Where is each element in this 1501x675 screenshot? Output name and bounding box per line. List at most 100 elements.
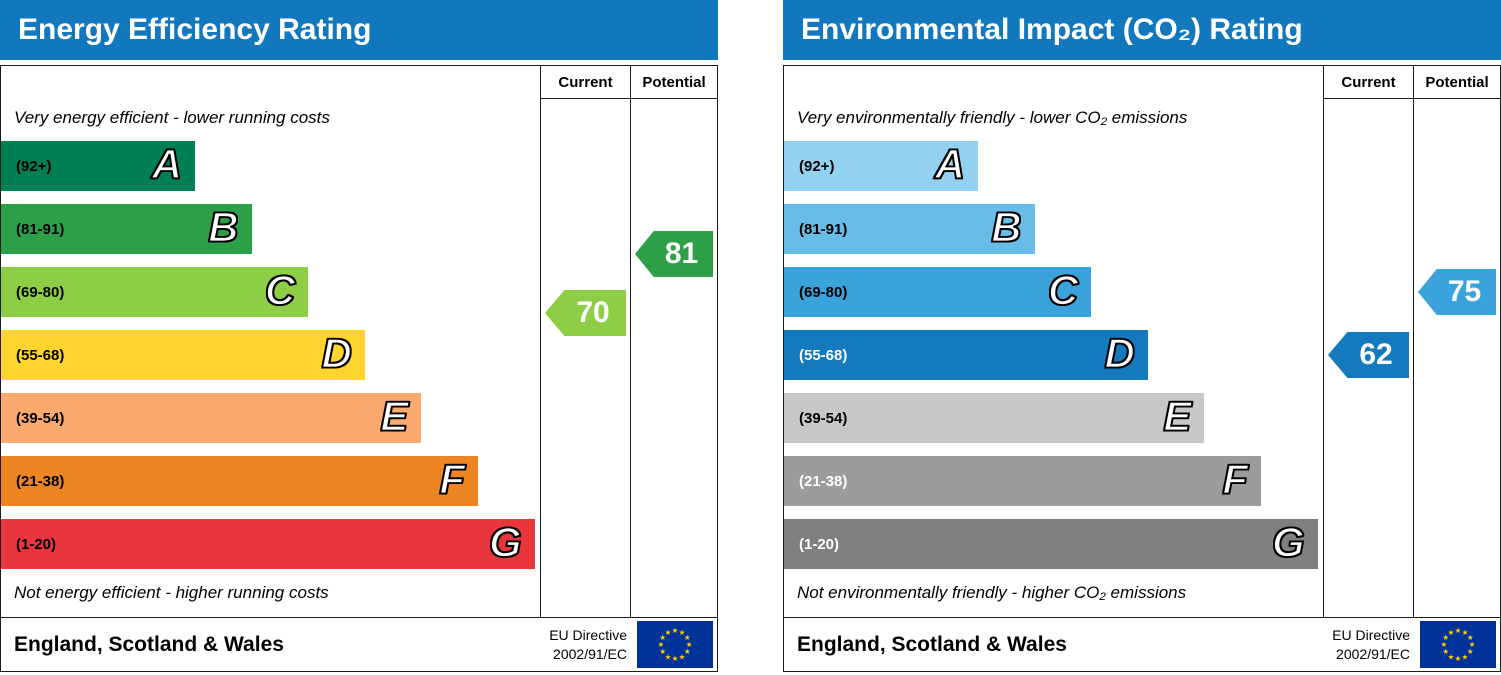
band-d: (55-68) D [784,330,1148,380]
band-b: (81-91) B [1,204,252,254]
region-label: England, Scotland & Wales [14,632,284,656]
potential-column-header: Potential [1414,66,1500,99]
panel-title: Environmental Impact (CO₂) Rating [801,13,1303,46]
band-letter: A [151,140,183,188]
potential-column-header: Potential [631,66,717,99]
band-c: (69-80) C [784,266,1092,317]
svg-text:★: ★ [684,633,691,642]
current-column: Current 70 [541,66,631,617]
band-range-label: (69-80) [799,283,848,301]
band-range-label: (39-54) [16,409,65,427]
svg-text:★: ★ [686,640,693,649]
svg-text:★: ★ [1448,652,1455,661]
potential-column: Potential 81 [631,66,717,617]
environmental-impact-panel: Environmental Impact (CO₂) Rating Very e… [783,0,1501,675]
top-note: Very energy efficient - lower running co… [14,108,330,127]
band-letter: D [321,329,353,377]
energy-efficiency-panel: Energy Efficiency Rating Very energy eff… [0,0,718,675]
eu-flag-icon: ★ ★★★★★★★★★★★ [637,621,713,668]
environmental-rating-chart: Very environmentally friendly - lower CO… [784,66,1500,617]
svg-text:★: ★ [1442,633,1449,642]
svg-text:★: ★ [1448,628,1455,637]
band-range-label: (1-20) [16,535,57,553]
svg-text:★: ★ [1455,654,1462,663]
current-rating-arrow: 70 [545,290,626,336]
band-g: (1-20) G [784,519,1318,569]
svg-text:★: ★ [1442,647,1449,656]
region-label: England, Scotland & Wales [797,632,1067,656]
top-note: Very environmentally friendly - lower CO… [797,108,1188,127]
band-range-label: (69-80) [16,283,65,301]
environmental-impact-title-bar: Environmental Impact (CO₂) Rating [783,0,1501,60]
bottom-note: Not energy efficient - higher running co… [14,583,329,602]
band-range-label: (81-91) [799,220,848,238]
energy-efficiency-title-bar: Energy Efficiency Rating [0,0,718,60]
band-range-label: (55-68) [799,346,848,364]
band-range-label: (81-91) [16,220,65,238]
band-letter: B [990,203,1022,251]
band-a: (92+) A [1,140,196,191]
environmental-rating-box: Very environmentally friendly - lower CO… [783,65,1501,672]
svg-text:★: ★ [1455,626,1462,635]
eu-directive-line2: 2002/91/EC [553,645,627,662]
svg-text:★: ★ [1441,640,1448,649]
svg-text:★: ★ [684,647,691,656]
potential-rating-arrow: 75 [1418,269,1496,315]
band-a: (92+) A [784,140,979,191]
bands-column: Very energy efficient - lower running co… [1,66,541,617]
panel-title: Energy Efficiency Rating [18,13,372,46]
eu-directive-label: EU Directive 2002/91/EC [1332,626,1410,662]
band-b: (81-91) B [784,204,1035,254]
bands: (92+) A (81-91) B (69-80) C (55-68) D (39-54) E (2… [784,141,1323,582]
current-column-header: Current [541,66,630,99]
band-letter: G [1271,518,1305,566]
svg-text:★: ★ [658,640,665,649]
svg-text:★: ★ [1467,647,1474,656]
svg-text:★: ★ [672,626,679,635]
energy-rating-chart: Very energy efficient - lower running co… [1,66,717,617]
eu-directive-line1: EU Directive [1332,627,1410,644]
band-letter: D [1104,329,1136,377]
band-range-label: (92+) [16,157,52,175]
potential-column: Potential 75 [1414,66,1500,617]
eu-directive-label: EU Directive 2002/91/EC [549,626,627,662]
band-letter: A [934,140,966,188]
band-e: (39-54) E [1,393,422,443]
band-letter: C [264,266,296,314]
band-range-label: (39-54) [799,409,848,427]
svg-text:★: ★ [665,628,672,637]
band-letter: B [207,203,239,251]
band-c: (69-80) C [1,266,309,317]
band-e: (39-54) E [784,392,1205,443]
svg-text:★: ★ [679,628,686,637]
eu-flag-icon: ★ ★★★★★★★★★★★ [1420,621,1496,668]
band-range-label: (92+) [799,157,835,175]
footer: England, Scotland & Wales EU Directive 2… [1,617,717,671]
svg-text:★: ★ [1462,652,1469,661]
svg-text:★: ★ [665,652,672,661]
svg-text:★: ★ [1462,628,1469,637]
svg-text:★: ★ [659,633,666,642]
band-letter: E [1162,392,1192,440]
bands-column: Very environmentally friendly - lower CO… [784,66,1324,617]
band-f: (21-38) F [784,456,1261,506]
band-range-label: (1-20) [799,535,840,553]
band-range-label: (55-68) [16,346,65,364]
potential-rating-arrow: 81 [635,231,713,277]
svg-text:★: ★ [672,654,679,663]
band-g: (1-20) G [1,519,535,569]
svg-text:★: ★ [1469,640,1476,649]
svg-text:★: ★ [659,647,666,656]
energy-rating-box: Very energy efficient - lower running co… [0,65,718,672]
band-letter: G [488,518,522,566]
band-letter: C [1047,266,1079,314]
band-letter: F [1221,455,1248,503]
svg-text:★: ★ [679,652,686,661]
current-column: Current 62 [1324,66,1414,617]
svg-text:★: ★ [1467,633,1474,642]
band-f: (21-38) F [1,456,478,506]
band-letter: F [438,455,465,503]
bottom-note: Not environmentally friendly - higher CO… [797,583,1187,602]
bands: (92+) A (81-91) B (69-80) C (55-68) D (39-54) E (2… [1,141,540,582]
